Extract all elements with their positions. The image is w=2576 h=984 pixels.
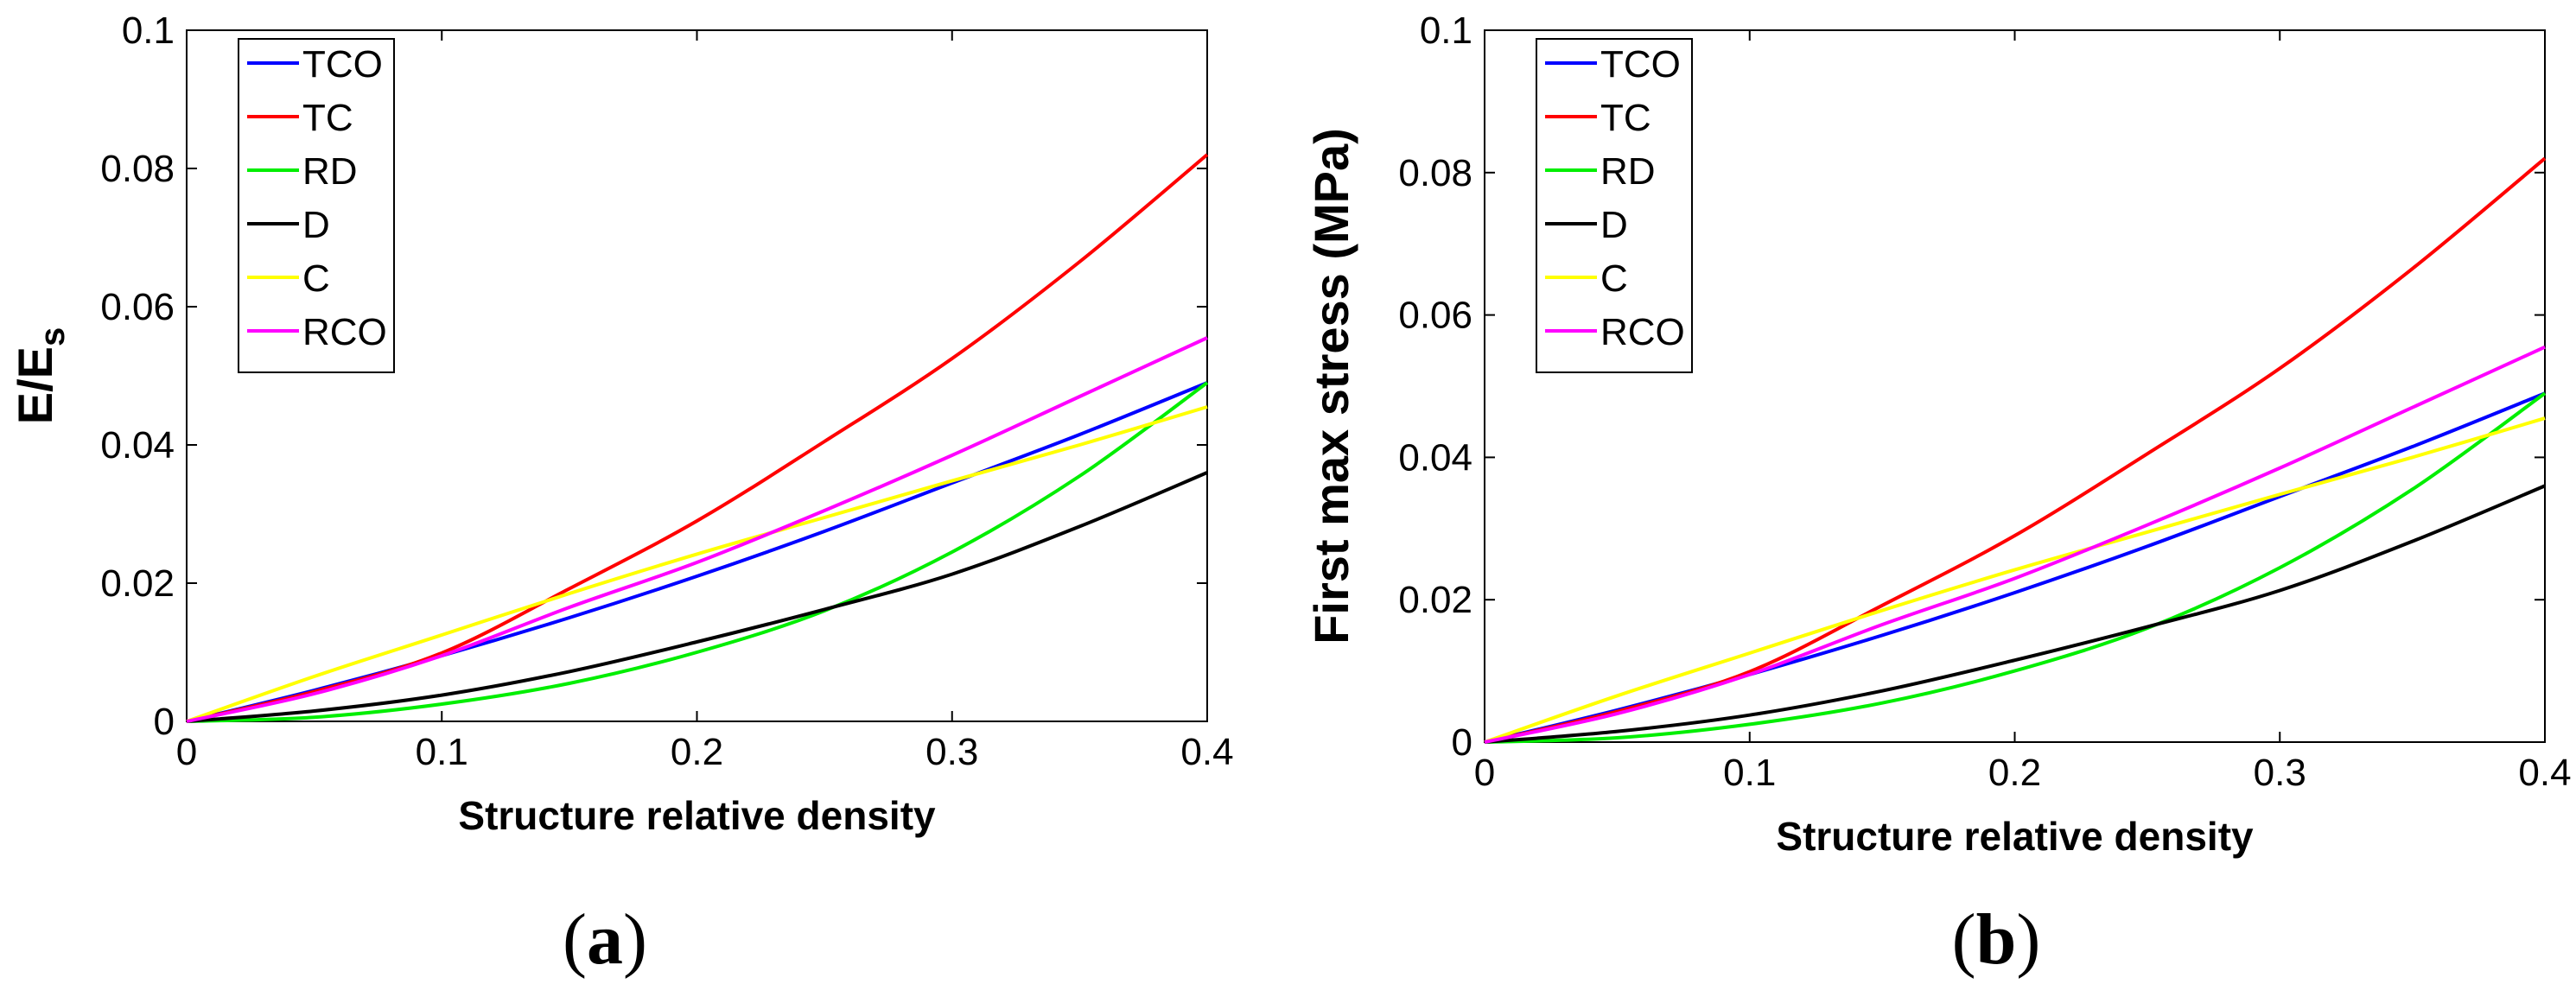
legend-label-rco: RCO <box>302 311 387 353</box>
x-axis-label: Structure relative density <box>458 793 936 838</box>
legend <box>1536 38 1693 373</box>
x-tick-label: 0.3 <box>925 731 978 773</box>
legend <box>238 38 395 373</box>
x-tick-label: 0.3 <box>2254 752 2306 794</box>
y-axis-label: E/Es <box>8 327 72 425</box>
legend-label-d: D <box>302 204 330 246</box>
legend-label-rd: RD <box>302 150 358 193</box>
y-tick-label: 0.06 <box>100 286 175 328</box>
legend-label-tc: TC <box>1600 97 1651 139</box>
y-tick-label: 0.06 <box>1398 295 1472 337</box>
x-tick-label: 0.4 <box>2518 752 2571 794</box>
x-tick-label: 0 <box>176 731 197 773</box>
y-tick-label: 0.04 <box>100 424 175 467</box>
y-tick-label: 0.04 <box>1398 436 1472 479</box>
legend-label-d: D <box>1600 204 1628 246</box>
y-tick-label: 0.08 <box>100 148 175 190</box>
series-line-d <box>1484 484 2546 744</box>
chart-panel-b: 0 0.1 0.2 0.3 0.4 0 0.02 0.04 0.06 0.08 0.1 TCO TC RD… <box>1304 10 2572 980</box>
y-tick-label: 0.1 <box>1420 10 1472 52</box>
series-line-tc <box>186 153 1209 723</box>
y-axis-label-main: E/E <box>8 346 62 424</box>
series-line-c <box>186 405 1208 723</box>
x-tick-label: 0.1 <box>416 731 468 773</box>
legend-label-rd: RD <box>1600 150 1656 193</box>
y-tick-label: 0.1 <box>122 10 175 52</box>
legend-label-tco: TCO <box>302 43 383 86</box>
series-line-rd <box>186 381 1209 723</box>
panel-label-open-paren: ( <box>563 899 587 980</box>
legend-label-c: C <box>1600 257 1628 300</box>
series-line-rd <box>1484 391 2547 744</box>
series-line-d <box>186 471 1208 723</box>
legend-label-rco: RCO <box>1600 311 1685 353</box>
x-tick-label: 0.2 <box>1988 752 2041 794</box>
y-axis-label-subscript: s <box>34 327 72 346</box>
y-tick-label: 0.02 <box>100 562 175 605</box>
legend-label-tc: TC <box>302 97 353 139</box>
panel-label-open-paren: ( <box>1952 899 1976 980</box>
x-tick-label: 0.1 <box>1723 752 1776 794</box>
series-line-c <box>1484 416 2546 744</box>
y-tick-label: 0 <box>1452 721 1472 764</box>
series-line-rco <box>1484 345 2546 744</box>
panel-label-close-paren: ) <box>623 899 647 980</box>
series-line-rco <box>186 336 1208 723</box>
y-axis-label-main: First max stress (MPa) <box>1304 128 1358 644</box>
panel-label-close-paren: ) <box>2016 899 2040 980</box>
legend-label-tco: TCO <box>1600 43 1681 86</box>
x-axis-label: Structure relative density <box>1776 814 2254 859</box>
panel-label: (b) <box>1952 899 2041 980</box>
legend-label-c: C <box>302 257 330 300</box>
panel-label: (a) <box>563 899 647 980</box>
y-axis-label: First max stress (MPa) <box>1304 128 1358 644</box>
y-tick-label: 0.08 <box>1398 152 1472 194</box>
panel-label-letter: b <box>1976 899 2017 980</box>
x-tick-label: 0.2 <box>671 731 723 773</box>
x-tick-label: 0.4 <box>1180 731 1233 773</box>
panel-label-letter: a <box>587 899 623 980</box>
y-tick-label: 0 <box>154 701 175 743</box>
chart-panel-a: 0 0.1 0.2 0.3 0.4 0 0.02 0.04 0.06 0.08 0.1 TCO TC RD… <box>8 10 1234 980</box>
x-tick-label: 0 <box>1474 752 1495 794</box>
y-tick-label: 0.02 <box>1398 579 1472 621</box>
